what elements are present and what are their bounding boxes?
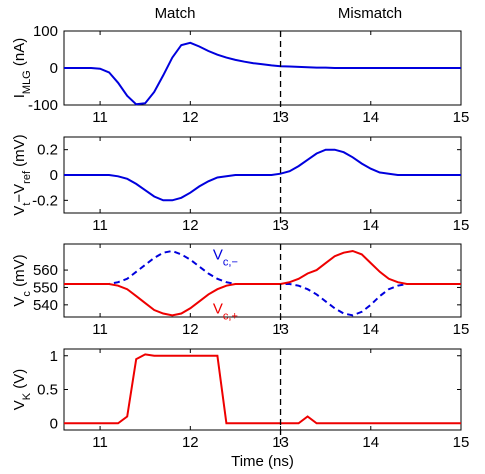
y-tick-label: 0.2 bbox=[37, 142, 58, 159]
label-part: (V) bbox=[11, 369, 28, 393]
x-tick-label: 14 bbox=[362, 109, 379, 126]
x-tick-label: 11 bbox=[92, 434, 108, 451]
x-tick-label: 13 bbox=[272, 109, 289, 126]
label-part: V bbox=[213, 301, 223, 318]
mismatch-label: Mismatch bbox=[338, 5, 402, 22]
axes-box bbox=[63, 348, 462, 431]
x-tick-label: 15 bbox=[453, 434, 470, 451]
match-label: Match bbox=[155, 5, 196, 22]
y-axis-label: Vt−Vref (mV) bbox=[11, 134, 33, 215]
subscript: c,+ bbox=[223, 311, 238, 323]
y-tick-label: 1 bbox=[50, 348, 58, 365]
label-part: (mV) bbox=[11, 254, 28, 291]
label-part: V bbox=[213, 247, 223, 264]
x-tick-label: 15 bbox=[453, 217, 470, 234]
x-tick-label: 11 bbox=[92, 217, 108, 234]
x-tick-label: 14 bbox=[362, 434, 379, 451]
y-axis-label: IMLG (nA) bbox=[11, 38, 33, 99]
y-tick-label: 0 bbox=[50, 415, 58, 432]
series-label: Vc,− bbox=[213, 247, 238, 269]
y-axis-label: Vc (mV) bbox=[11, 254, 33, 306]
label-part: I bbox=[11, 94, 28, 98]
y-tick-label: 0 bbox=[50, 167, 58, 184]
y-axis-label: VK (V) bbox=[11, 369, 33, 411]
subscript: c,− bbox=[223, 257, 238, 269]
y-tick-label: 540 bbox=[33, 297, 58, 314]
data-line bbox=[64, 148, 461, 202]
subscript: K bbox=[21, 392, 33, 400]
y-tick-label: 550 bbox=[33, 279, 58, 296]
label-part: (mV) bbox=[11, 134, 28, 171]
x-tick-label: 12 bbox=[182, 217, 199, 234]
x-tick-label: 11 bbox=[92, 321, 108, 338]
subscript: c bbox=[21, 291, 33, 297]
subscript: ref bbox=[21, 170, 33, 184]
series-label: Vc,+ bbox=[213, 301, 238, 323]
subscript: t bbox=[21, 203, 33, 206]
x-tick-label: 12 bbox=[182, 434, 199, 451]
data-line bbox=[64, 249, 461, 317]
x-tick-label: 12 bbox=[182, 109, 199, 126]
x-tick-label: 14 bbox=[362, 321, 379, 338]
x-tick-label: 14 bbox=[362, 217, 379, 234]
y-tick-label: 560 bbox=[33, 262, 58, 279]
x-tick-label: 15 bbox=[453, 109, 470, 126]
y-tick-label: 0 bbox=[50, 60, 58, 77]
label-part: (nA) bbox=[11, 38, 28, 71]
x-tick-label: 13 bbox=[272, 217, 289, 234]
label-part: V bbox=[11, 297, 28, 307]
y-tick-label: 100 bbox=[33, 23, 58, 40]
subscript: MLG bbox=[21, 70, 33, 94]
axes-box bbox=[63, 243, 462, 318]
y-tick-label: 0.5 bbox=[37, 382, 58, 399]
x-tick-label: 15 bbox=[453, 321, 470, 338]
data-line bbox=[64, 41, 461, 106]
x-axis-label: Time (ns) bbox=[231, 453, 294, 470]
x-tick-label: 11 bbox=[92, 109, 108, 126]
label-part: V bbox=[11, 400, 28, 410]
data-line bbox=[64, 353, 461, 425]
label-part: V bbox=[11, 206, 28, 216]
y-tick-label: -0.2 bbox=[32, 192, 58, 209]
y-tick-label: -100 bbox=[28, 97, 58, 114]
x-tick-label: 12 bbox=[182, 321, 199, 338]
label-part: −V bbox=[11, 184, 28, 203]
